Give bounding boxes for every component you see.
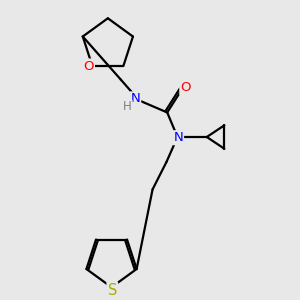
Text: S: S bbox=[108, 283, 117, 298]
Text: N: N bbox=[173, 131, 183, 144]
Text: N: N bbox=[130, 92, 140, 105]
Text: O: O bbox=[180, 81, 191, 94]
Text: O: O bbox=[83, 59, 94, 73]
Text: H: H bbox=[123, 100, 132, 113]
